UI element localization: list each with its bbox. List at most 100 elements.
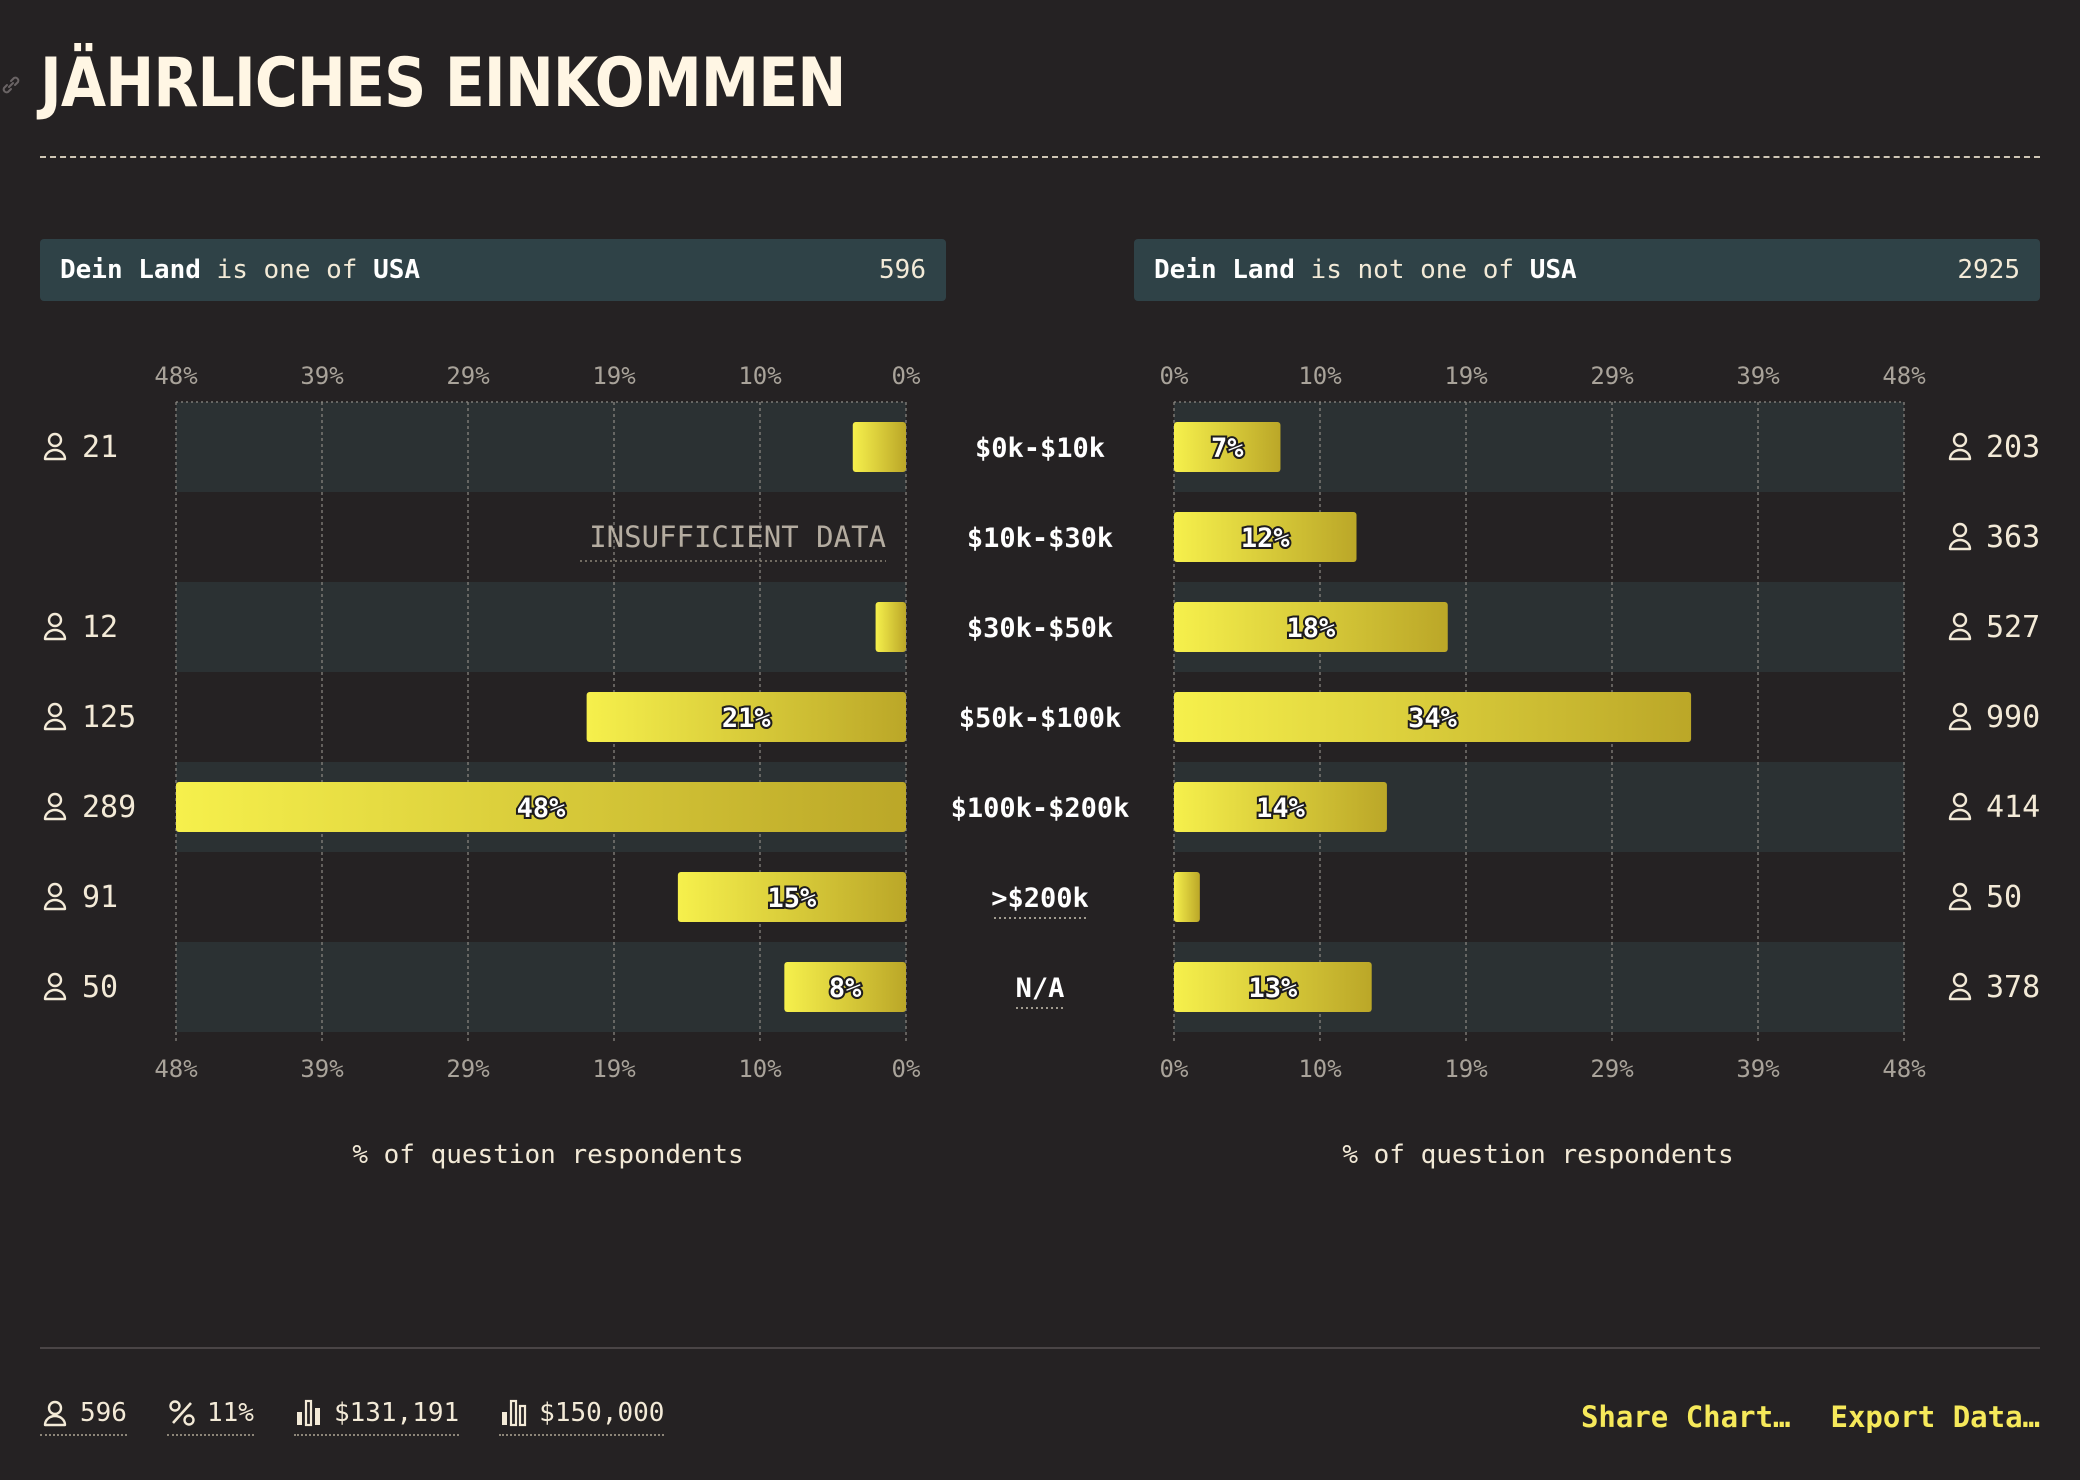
person-icon: [43, 1400, 67, 1427]
person-icon: [43, 972, 67, 1001]
median-bars-icon: [296, 1399, 320, 1427]
person-icon: [1948, 702, 1972, 731]
data-label: 48%: [517, 793, 567, 824]
tick-label: 10%: [1298, 362, 1342, 390]
stat-value: 596: [80, 1398, 127, 1428]
category-label: $0k-$10k: [975, 433, 1105, 464]
insufficient-data-label: INSUFFICIENT DATA: [589, 520, 886, 554]
respondent-count: 990: [1986, 700, 2040, 735]
tick-label: 29%: [1590, 362, 1634, 390]
data-label: 12%: [1241, 523, 1291, 554]
respondent-count: 363: [1986, 520, 2040, 555]
filter-operator: is not one of: [1310, 255, 1515, 285]
tick-label: 19%: [1444, 362, 1488, 390]
category-label: $100k-$200k: [951, 793, 1130, 824]
bar[interactable]: [852, 422, 906, 472]
bar[interactable]: [1174, 962, 1372, 1012]
bar[interactable]: [586, 692, 906, 742]
tick-label: 48%: [1882, 362, 1926, 390]
respondent-count: 91: [82, 880, 118, 915]
person-icon: [43, 612, 67, 641]
stat-value: 11%: [206, 1398, 254, 1428]
x-axis-title-left: % of question respondents: [352, 1140, 744, 1170]
bar[interactable]: [1174, 422, 1281, 472]
category-label: $30k-$50k: [967, 613, 1113, 644]
filter-count: 2925: [1957, 255, 2020, 285]
person-icon: [1948, 432, 1972, 461]
stat-value: $131,191: [333, 1398, 460, 1428]
data-label: 18%: [1286, 613, 1336, 644]
tick-label: 39%: [300, 1055, 344, 1083]
data-label: 7%: [1211, 433, 1244, 464]
stat-average[interactable]: $131,191: [293, 1398, 460, 1436]
tick-label: 29%: [446, 362, 490, 390]
filter-value: USA: [1529, 255, 1577, 285]
category-label: >$200k: [991, 883, 1089, 914]
bar[interactable]: [784, 962, 906, 1012]
chart-area: 0% 0% 0% 0% 10% 10% 10% 10% 19% 19% 19% 19% 29% 29% 29…: [43, 362, 2040, 1083]
tick-label: 0%: [892, 362, 921, 390]
filter-field: Dein Land: [60, 255, 201, 285]
person-icon: [1948, 522, 1972, 551]
stat-percentage[interactable]: 11%: [166, 1398, 254, 1436]
x-axis-title-right: % of question respondents: [1342, 1140, 1734, 1170]
person-icon: [43, 702, 67, 731]
row-band: [176, 402, 906, 492]
person-icon: [1948, 882, 1972, 911]
tick-label: 19%: [592, 362, 636, 390]
data-label: 13%: [1248, 973, 1298, 1004]
title-divider: [40, 156, 2040, 158]
tick-label: 48%: [1882, 1055, 1926, 1083]
bar[interactable]: [1174, 782, 1387, 832]
tick-label: 10%: [738, 362, 782, 390]
filter-header-right: Dein Land is not one of USA 2925: [1134, 239, 2040, 301]
respondent-count: 12: [82, 610, 118, 645]
tick-label: 0%: [1160, 362, 1189, 390]
share-chart-button[interactable]: Share Chart…: [1580, 1400, 1791, 1434]
bar[interactable]: [176, 782, 906, 832]
tick-label: 19%: [592, 1055, 636, 1083]
person-icon: [1948, 792, 1972, 821]
person-icon: [43, 792, 67, 821]
bar[interactable]: [1174, 512, 1357, 562]
link-icon[interactable]: [0, 74, 22, 96]
data-label: 21%: [722, 703, 772, 734]
filter-operator: is one of: [216, 255, 358, 285]
respondent-count: 414: [1986, 790, 2040, 825]
respondent-count: 50: [82, 970, 118, 1005]
respondent-count: 21: [82, 430, 118, 465]
tick-label: 48%: [154, 1055, 198, 1083]
category-label: N/A: [1016, 973, 1065, 1004]
category-label: $50k-$100k: [959, 703, 1122, 734]
summary-stats: 596 11% $131,191 $150,000: [40, 1392, 665, 1442]
respondent-count: 50: [1986, 880, 2022, 915]
data-label: 34%: [1408, 703, 1458, 734]
footer-divider: [40, 1347, 2040, 1349]
bar[interactable]: [1174, 602, 1448, 652]
person-icon: [43, 432, 67, 461]
respondent-count: 289: [82, 790, 136, 825]
bar[interactable]: [875, 602, 906, 652]
filter-value: USA: [373, 255, 421, 285]
data-label: 15%: [768, 883, 818, 914]
tick-label: 39%: [300, 362, 344, 390]
percent-icon: [169, 1400, 195, 1426]
bar[interactable]: [677, 872, 906, 922]
stat-median[interactable]: $150,000: [499, 1398, 665, 1436]
bar[interactable]: [1174, 872, 1200, 922]
stat-respondents[interactable]: 596: [40, 1398, 127, 1436]
filter-count: 596: [879, 255, 926, 285]
category-label: $10k-$30k: [967, 523, 1113, 554]
tick-label: 19%: [1444, 1055, 1488, 1083]
stat-value: $150,000: [539, 1398, 665, 1428]
tick-label: 29%: [446, 1055, 490, 1083]
export-data-button[interactable]: Export Data…: [1830, 1400, 2040, 1434]
filter-header-left: Dein Land is one of USA 596: [40, 239, 946, 301]
person-icon: [43, 882, 67, 911]
row-band: [1174, 402, 1904, 492]
bar[interactable]: [1174, 692, 1692, 742]
page-title: JÄHRLICHES EINKOMMEN: [40, 44, 846, 123]
data-label: 8%: [829, 973, 862, 1004]
tick-label: 29%: [1590, 1055, 1634, 1083]
tick-label: 39%: [1736, 1055, 1780, 1083]
